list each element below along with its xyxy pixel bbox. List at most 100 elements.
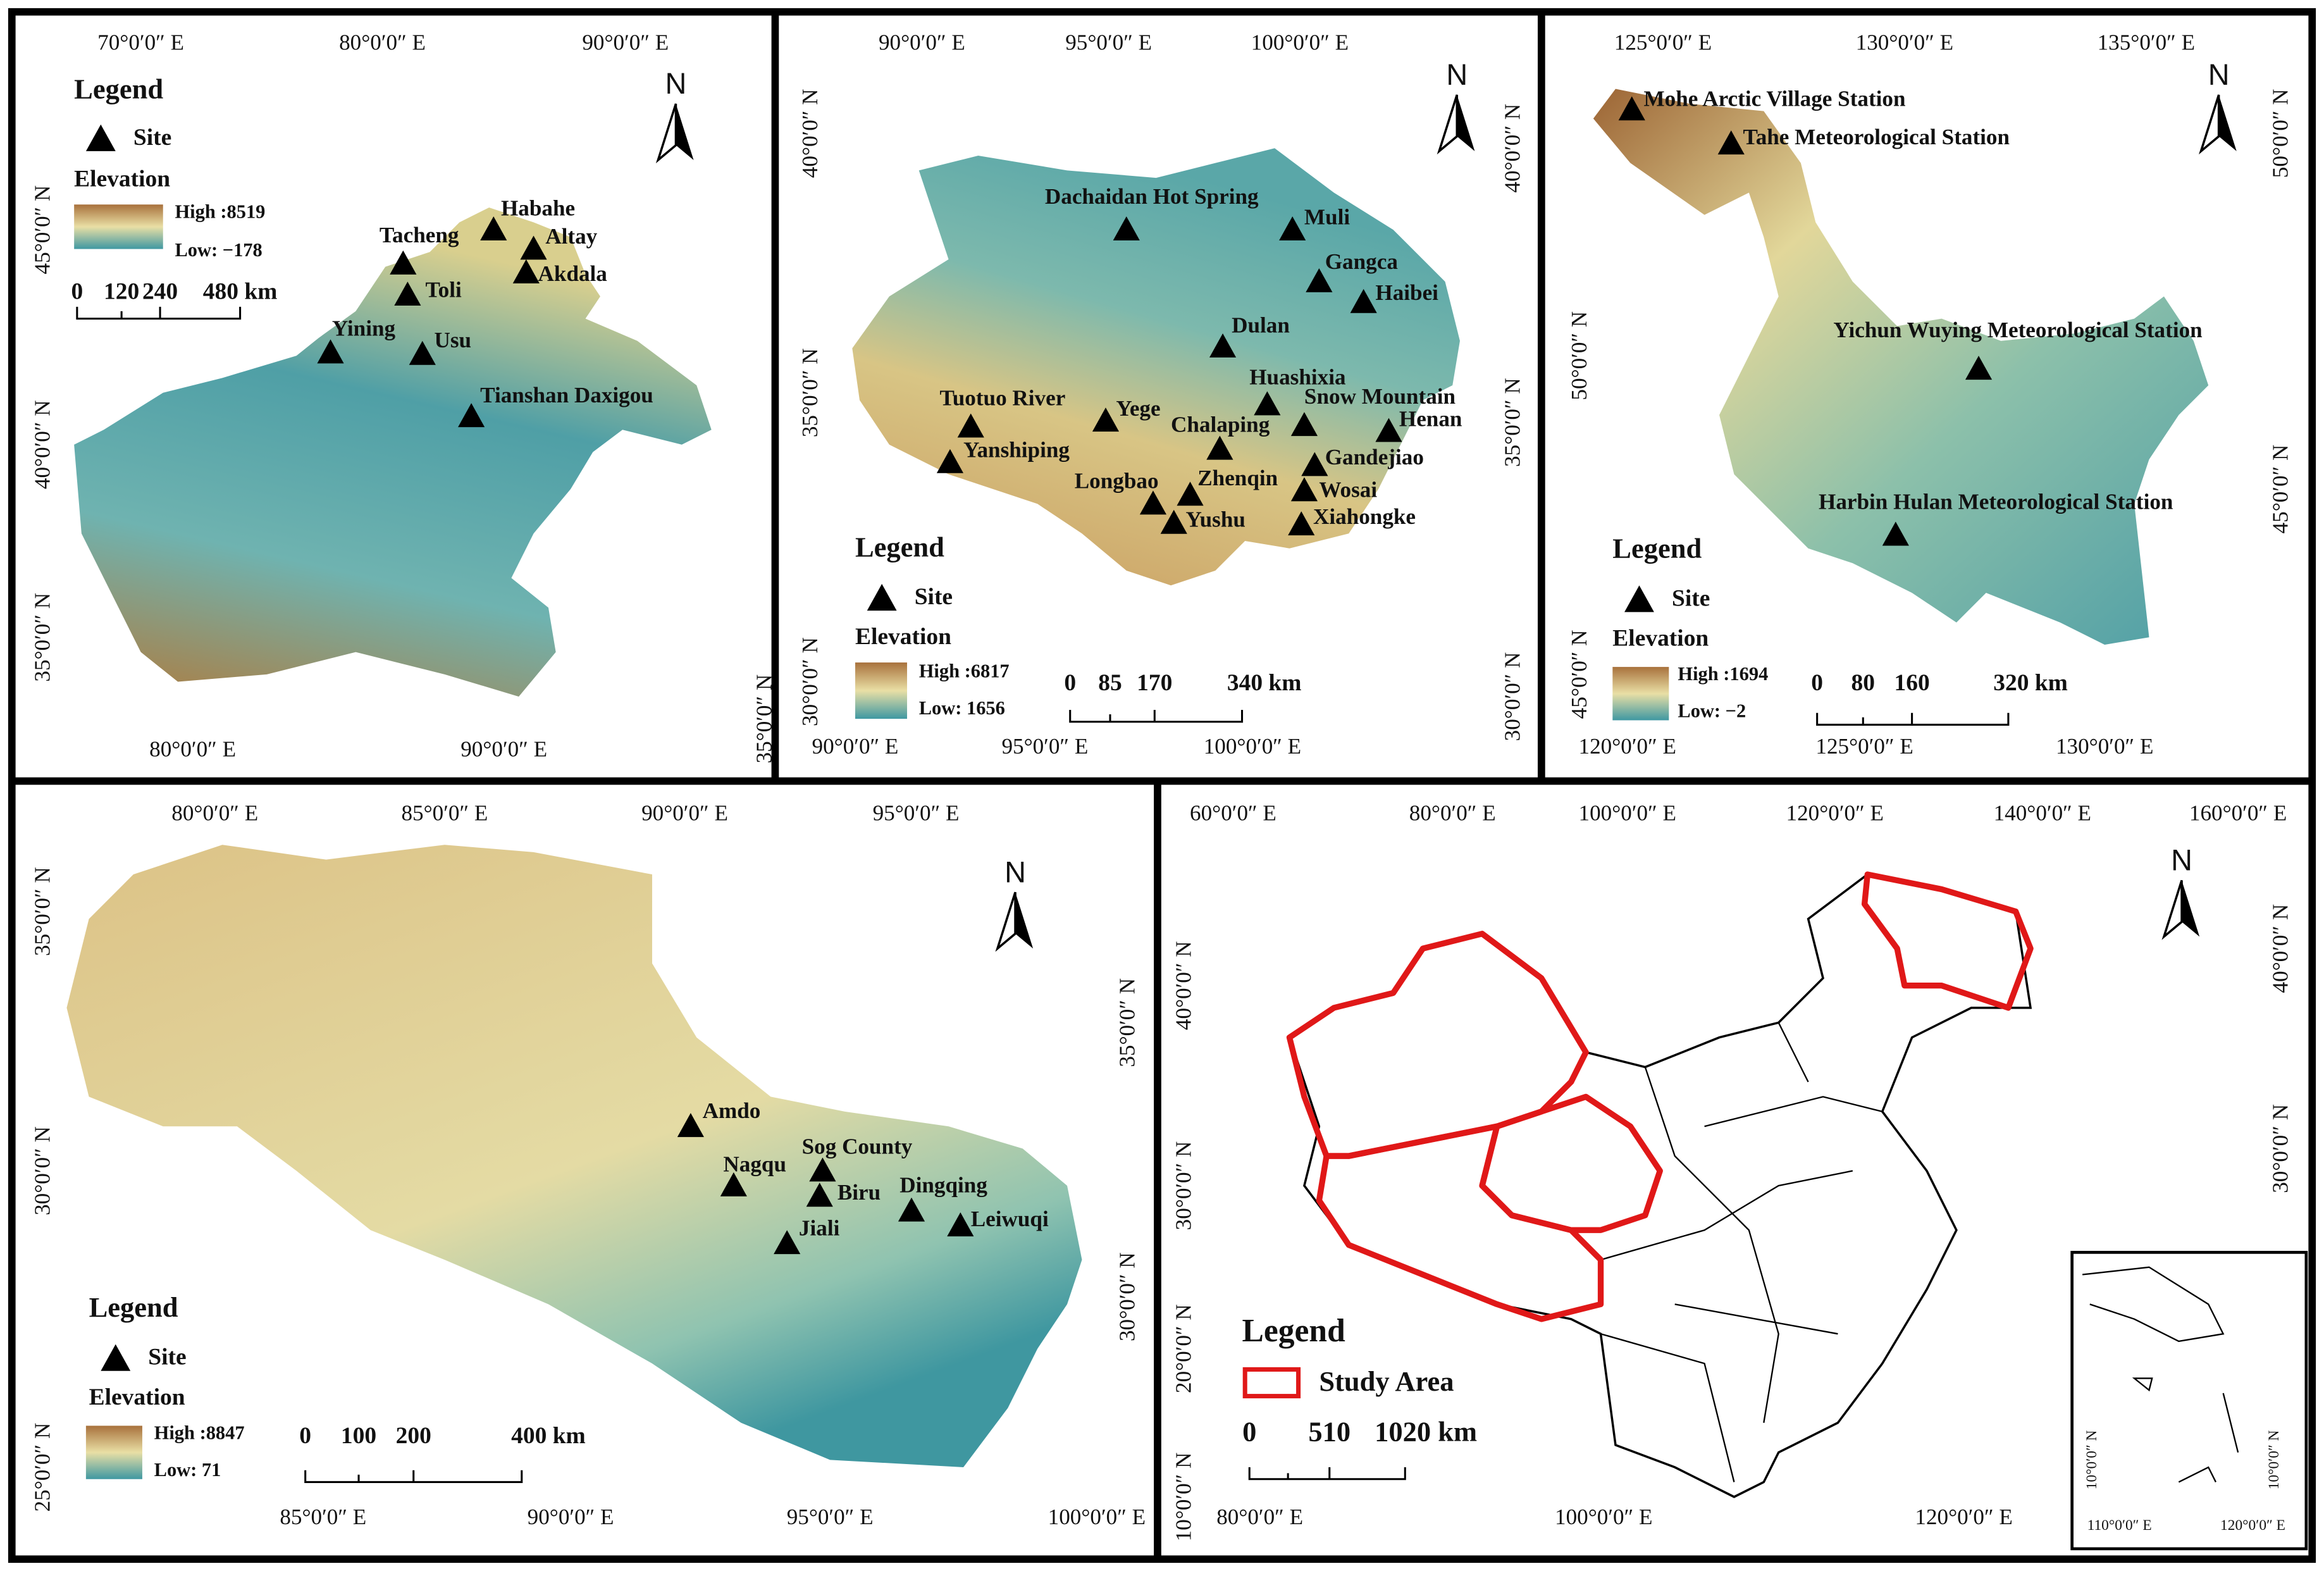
site-marker: [947, 1212, 974, 1237]
site-label: Tahe Meteorological Station: [1743, 125, 2010, 149]
north-arrow: [2199, 94, 2220, 155]
site-label: Mohe Arctic Village Station: [1644, 86, 1906, 111]
legend-site: Site: [915, 584, 953, 610]
qinghai-terrain: [852, 148, 1460, 586]
site-label: Gandejiao: [1325, 445, 1424, 469]
scale-label: 200: [396, 1423, 431, 1449]
site-marker: [1288, 511, 1315, 536]
scale-bar: [1069, 710, 1244, 723]
latitude-label: 35°0′0″ N: [798, 348, 822, 437]
north-arrow: [1437, 94, 1459, 155]
site-label: Altay: [545, 224, 597, 249]
latitude-label: 30°0′0″ N: [1171, 1141, 1196, 1231]
north-arrow: [1015, 892, 1034, 949]
longitude-label: 95°0′0″ E: [1065, 30, 1152, 54]
latitude-label: 30°0′0″ N: [30, 1126, 54, 1215]
legend-high: High :8519: [175, 201, 265, 222]
north-arrow: [2161, 879, 2183, 940]
site-marker: [1113, 216, 1140, 240]
longitude-label: 100°0′0″ E: [1251, 30, 1349, 54]
latitude-label: 40°0′0″ N: [30, 400, 54, 489]
scale-label: 170: [1137, 670, 1172, 696]
legend-study-area: [1242, 1367, 1301, 1399]
north-label: N: [1004, 855, 1026, 888]
site-label: Tianshan Daxigou: [480, 383, 653, 407]
legend-title: Legend: [1612, 533, 1702, 564]
scale-bar: [1248, 1467, 1406, 1481]
study-areas: [1286, 871, 2034, 1322]
site-label: Yege: [1116, 396, 1160, 421]
latitude-label: 40°0′0″ N: [2268, 904, 2292, 993]
xinjiang-terrain: [74, 207, 712, 697]
latitude-label: 25°0′0″ N: [30, 1423, 54, 1512]
site-marker: [512, 259, 540, 283]
longitude-label: 130°0′0″ E: [1856, 30, 1953, 54]
site-label: Harbin Hulan Meteorological Station: [1819, 489, 2173, 514]
longitude-label: 95°0′0″ E: [873, 800, 960, 825]
site-label: Yichun Wuying Meteorological Station: [1833, 318, 2202, 342]
longitude-label: 60°0′0″ E: [1190, 800, 1276, 825]
site-marker: [480, 216, 507, 240]
longitude-label: 140°0′0″ E: [1994, 800, 2091, 825]
latitude-label: 50°0′0″ N: [2268, 89, 2292, 178]
site-marker: [1290, 412, 1318, 437]
longitude-label: 80°0′0″ E: [149, 737, 236, 762]
longitude-label: 95°0′0″ E: [1001, 734, 1088, 759]
elevation-ramp: [74, 204, 163, 249]
site-label: Tuotuo River: [940, 386, 1066, 411]
scale-bar: [304, 1470, 523, 1483]
site-label: Yanshiping: [963, 438, 1070, 463]
site-label: Jiali: [799, 1215, 840, 1240]
scale-label: 120: [104, 278, 139, 304]
legend-title: Legend: [74, 73, 163, 104]
site-marker: [1209, 333, 1237, 357]
scale-bar: [76, 306, 242, 320]
legend-site: Site: [133, 125, 171, 151]
site-marker: [1279, 216, 1306, 240]
scale-label: 1020 km: [1375, 1416, 1477, 1448]
longitude-label: 90°0′0″ E: [528, 1505, 614, 1529]
scale-label: 80: [1851, 670, 1875, 696]
longitude-label: 135°0′0″ E: [2098, 30, 2195, 54]
north-label: N: [2208, 58, 2230, 91]
site-marker: [1301, 452, 1328, 476]
scale-label: 320 km: [1993, 670, 2068, 696]
north-arrow: [2218, 94, 2237, 151]
site-marker: [1618, 96, 1645, 121]
latitude-label: 45°0′0″ N: [1567, 630, 1592, 719]
longitude-label: 90°0′0″ E: [641, 800, 728, 825]
north-arrow: [2182, 880, 2200, 937]
site-label: Akdala: [538, 261, 608, 286]
site-marker: [1092, 407, 1120, 432]
latitude-label: 35°0′0″ N: [1115, 978, 1140, 1067]
site-marker: [1375, 418, 1402, 442]
site-label: Gangca: [1325, 249, 1399, 274]
inset-frame: [2070, 1251, 2308, 1551]
longitude-label: 120°0′0″ E: [1915, 1505, 2012, 1529]
tibet-terrain: [66, 845, 1082, 1468]
site-marker: [101, 1344, 131, 1371]
heilongjiang-terrain: [1593, 89, 2209, 645]
north-arrow: [655, 103, 677, 164]
site-label: Haibei: [1375, 280, 1438, 305]
inset-coord-label: 10°0′0″ N: [2266, 1430, 2282, 1489]
latitude-label: 40°0′0″ N: [798, 89, 822, 178]
site-marker: [898, 1197, 925, 1222]
scale-label: 480 km: [203, 278, 278, 304]
site-marker: [809, 1157, 836, 1182]
longitude-label: 120°0′0″ E: [1786, 800, 1884, 825]
site-marker: [1160, 509, 1187, 534]
site-label: Henan: [1399, 406, 1462, 431]
latitude-label: 45°0′0″ N: [2268, 445, 2292, 534]
site-marker: [1139, 490, 1167, 515]
site-label: Biru: [838, 1180, 881, 1205]
longitude-label: 130°0′0″ E: [2056, 734, 2153, 759]
legend-site: Site: [148, 1344, 186, 1370]
site-marker: [1350, 289, 1377, 313]
site-marker: [1624, 585, 1654, 612]
latitude-label: 35°0′0″ N: [751, 674, 776, 764]
legend-title: Legend: [89, 1291, 178, 1323]
latitude-label: 35°0′0″ N: [30, 593, 54, 682]
latitude-label: 40°0′0″ N: [1500, 104, 1525, 193]
longitude-label: 160°0′0″ E: [2189, 800, 2287, 825]
